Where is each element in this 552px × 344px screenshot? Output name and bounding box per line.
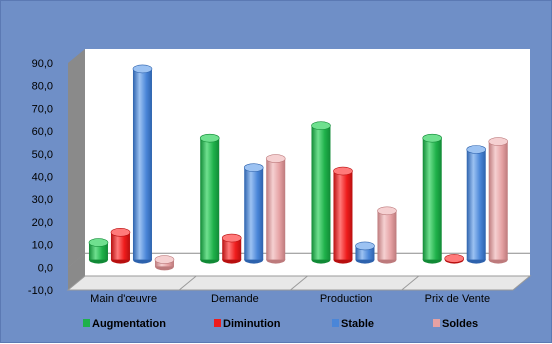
legend-item: Diminution — [214, 318, 281, 330]
bar-top — [221, 233, 242, 243]
category-divider — [401, 275, 420, 291]
x-category-label: Prix de Vente — [425, 293, 490, 305]
bar-body — [132, 68, 152, 260]
bar-body — [377, 210, 397, 260]
y-tick-label: 40,0 — [32, 172, 53, 184]
y-tick-label: 90,0 — [32, 58, 53, 70]
bar — [422, 133, 443, 264]
bar-body — [222, 238, 242, 260]
bar-top — [154, 255, 175, 264]
bar — [488, 137, 509, 264]
legend: Augmentation Diminution Stable Soldes — [83, 318, 478, 330]
bar-top — [199, 133, 220, 143]
y-tick-label: 10,0 — [32, 240, 53, 252]
x-category-label: Production — [320, 293, 373, 305]
category-divider — [178, 275, 197, 291]
y-tick-label: 20,0 — [32, 217, 53, 229]
legend-label: Soldes — [442, 318, 478, 330]
side-wall — [68, 49, 85, 290]
bar — [243, 163, 264, 264]
bar-top — [422, 133, 443, 143]
legend-label: Stable — [341, 318, 374, 330]
bar-top — [132, 64, 153, 74]
y-tick-label: 0,0 — [38, 262, 53, 274]
x-axis: Main d'œuvre Demande Production Prix de Ven… — [90, 275, 490, 305]
bar-top — [88, 238, 109, 247]
bar — [199, 133, 220, 264]
legend-item: Stable — [332, 318, 374, 330]
bar — [311, 121, 331, 264]
bar-top — [110, 228, 131, 237]
legend-swatch — [83, 319, 90, 327]
legend-item: Augmentation — [83, 318, 166, 330]
bar — [466, 145, 487, 264]
bars — [88, 64, 509, 271]
bar-body — [266, 158, 286, 260]
x-category-label: Demande — [211, 293, 259, 305]
bar-body — [244, 167, 264, 260]
bar — [110, 228, 131, 264]
bar-top — [466, 145, 487, 154]
y-tick-label: 30,0 — [32, 194, 53, 206]
bar-body — [200, 138, 220, 260]
bar — [154, 255, 175, 271]
category-divider — [290, 275, 308, 291]
y-tick-label: 60,0 — [32, 126, 53, 138]
legend-item: Soldes — [433, 318, 478, 330]
bar — [132, 64, 153, 264]
legend-label: Augmentation — [92, 318, 166, 330]
bar-top — [377, 206, 397, 216]
bar-top — [311, 121, 331, 130]
bar — [88, 238, 109, 264]
y-tick-label: 70,0 — [32, 103, 53, 115]
bar-top — [444, 254, 465, 263]
bar — [221, 233, 242, 264]
x-category-label: Main d'œuvre — [90, 293, 157, 305]
y-tick-label: 50,0 — [32, 149, 53, 161]
bar-body — [311, 125, 331, 260]
back-wall — [85, 49, 530, 276]
bar-body — [422, 138, 442, 260]
legend-swatch — [332, 319, 339, 327]
bar-top — [488, 137, 509, 146]
bar-top — [355, 241, 375, 251]
y-axis: -10,0 0,0 10,0 20,0 30,0 40,0 50,0 60,0 70,0 80,0… — [28, 58, 53, 297]
bar-body — [466, 149, 486, 260]
legend-swatch — [214, 319, 221, 327]
bar — [333, 166, 353, 264]
bar-body — [488, 141, 508, 260]
y-tick-label: -10,0 — [28, 285, 53, 297]
bar-top — [243, 163, 264, 172]
legend-label: Diminution — [223, 318, 281, 330]
bar — [355, 241, 375, 264]
legend-swatch — [433, 319, 440, 327]
bar — [444, 254, 465, 264]
bar — [377, 206, 397, 264]
bar-top — [265, 154, 286, 163]
bar — [265, 154, 286, 264]
bar-body — [88, 242, 108, 260]
bar-top — [333, 166, 353, 176]
y-tick-label: 80,0 — [32, 81, 53, 93]
bar-body — [110, 232, 130, 260]
bar-body — [333, 171, 353, 260]
